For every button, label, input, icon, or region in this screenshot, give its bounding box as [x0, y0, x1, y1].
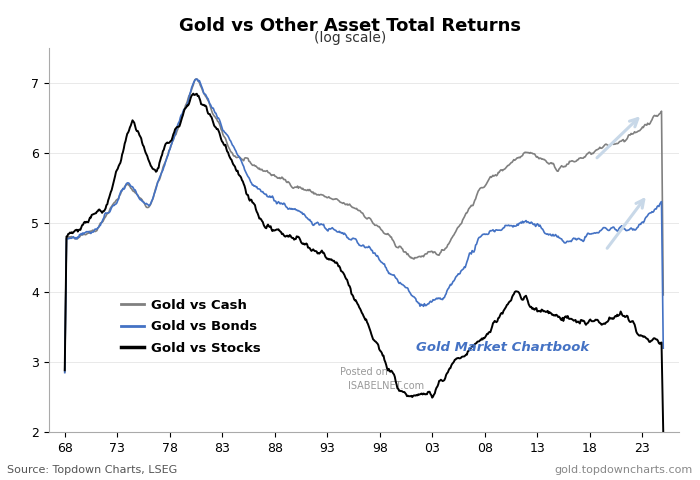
- Text: Source: Topdown Charts, LSEG: Source: Topdown Charts, LSEG: [7, 465, 177, 475]
- Text: (log scale): (log scale): [314, 31, 386, 45]
- Legend: Gold vs Cash, Gold vs Bonds, Gold vs Stocks: Gold vs Cash, Gold vs Bonds, Gold vs Sto…: [116, 293, 266, 360]
- Text: Gold vs Other Asset Total Returns: Gold vs Other Asset Total Returns: [179, 17, 521, 35]
- Text: Gold Market Chartbook: Gold Market Chartbook: [416, 341, 589, 354]
- Text: Posted on: Posted on: [340, 368, 388, 377]
- Text: ISABELNET.com: ISABELNET.com: [348, 381, 424, 391]
- Text: gold.topdowncharts.com: gold.topdowncharts.com: [554, 465, 693, 475]
